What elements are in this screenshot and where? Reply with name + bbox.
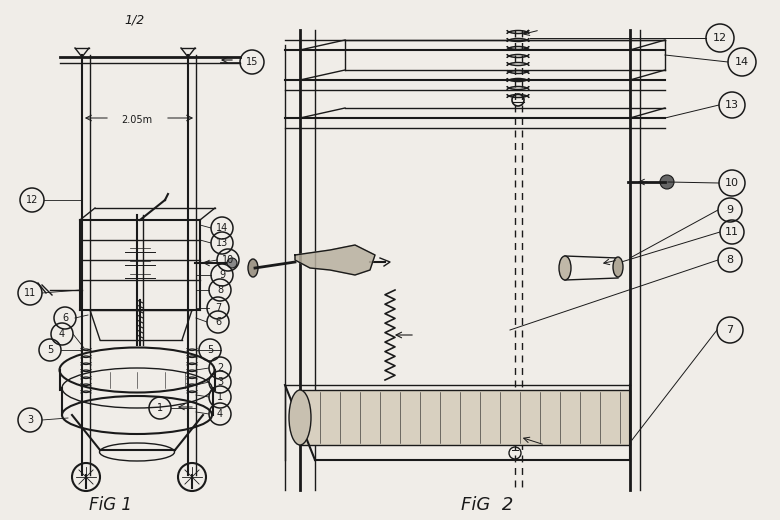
Text: 1: 1 [217, 392, 223, 402]
Text: 3: 3 [217, 377, 223, 387]
Text: FiG  2: FiG 2 [461, 496, 513, 514]
Text: 7: 7 [215, 303, 221, 313]
Text: 8: 8 [217, 285, 223, 295]
Text: 7: 7 [726, 325, 733, 335]
Text: 15: 15 [246, 57, 258, 67]
Text: 13: 13 [216, 238, 228, 248]
Text: 9: 9 [726, 205, 733, 215]
Text: 11: 11 [725, 227, 739, 237]
Text: 1/2: 1/2 [125, 14, 145, 27]
Text: 14: 14 [216, 223, 228, 233]
Text: 6: 6 [62, 313, 68, 323]
Text: 12: 12 [26, 195, 38, 205]
Text: 2.05m: 2.05m [122, 115, 153, 125]
Text: 11: 11 [24, 288, 36, 298]
Text: 1: 1 [157, 403, 163, 413]
Circle shape [227, 258, 237, 268]
Text: 5: 5 [47, 345, 53, 355]
Text: 5: 5 [207, 345, 213, 355]
Bar [300, 390, 630, 445]
Text: 2: 2 [217, 363, 223, 373]
Text: 12: 12 [713, 33, 727, 43]
Circle shape [660, 175, 674, 189]
Text: 6: 6 [215, 317, 221, 327]
Text: 3: 3 [27, 415, 33, 425]
Text: 9: 9 [219, 270, 225, 280]
Text: 8: 8 [726, 255, 733, 265]
Text: FiG 1: FiG 1 [88, 496, 132, 514]
Text: 14: 14 [735, 57, 749, 67]
Text: 13: 13 [725, 100, 739, 110]
Text: 4: 4 [59, 329, 65, 339]
Text: 10: 10 [725, 178, 739, 188]
Ellipse shape [289, 390, 311, 445]
Text: 10: 10 [222, 255, 234, 265]
Ellipse shape [559, 256, 571, 280]
Polygon shape [295, 245, 375, 275]
Ellipse shape [613, 257, 623, 277]
Ellipse shape [248, 259, 258, 277]
Text: 4: 4 [217, 409, 223, 419]
